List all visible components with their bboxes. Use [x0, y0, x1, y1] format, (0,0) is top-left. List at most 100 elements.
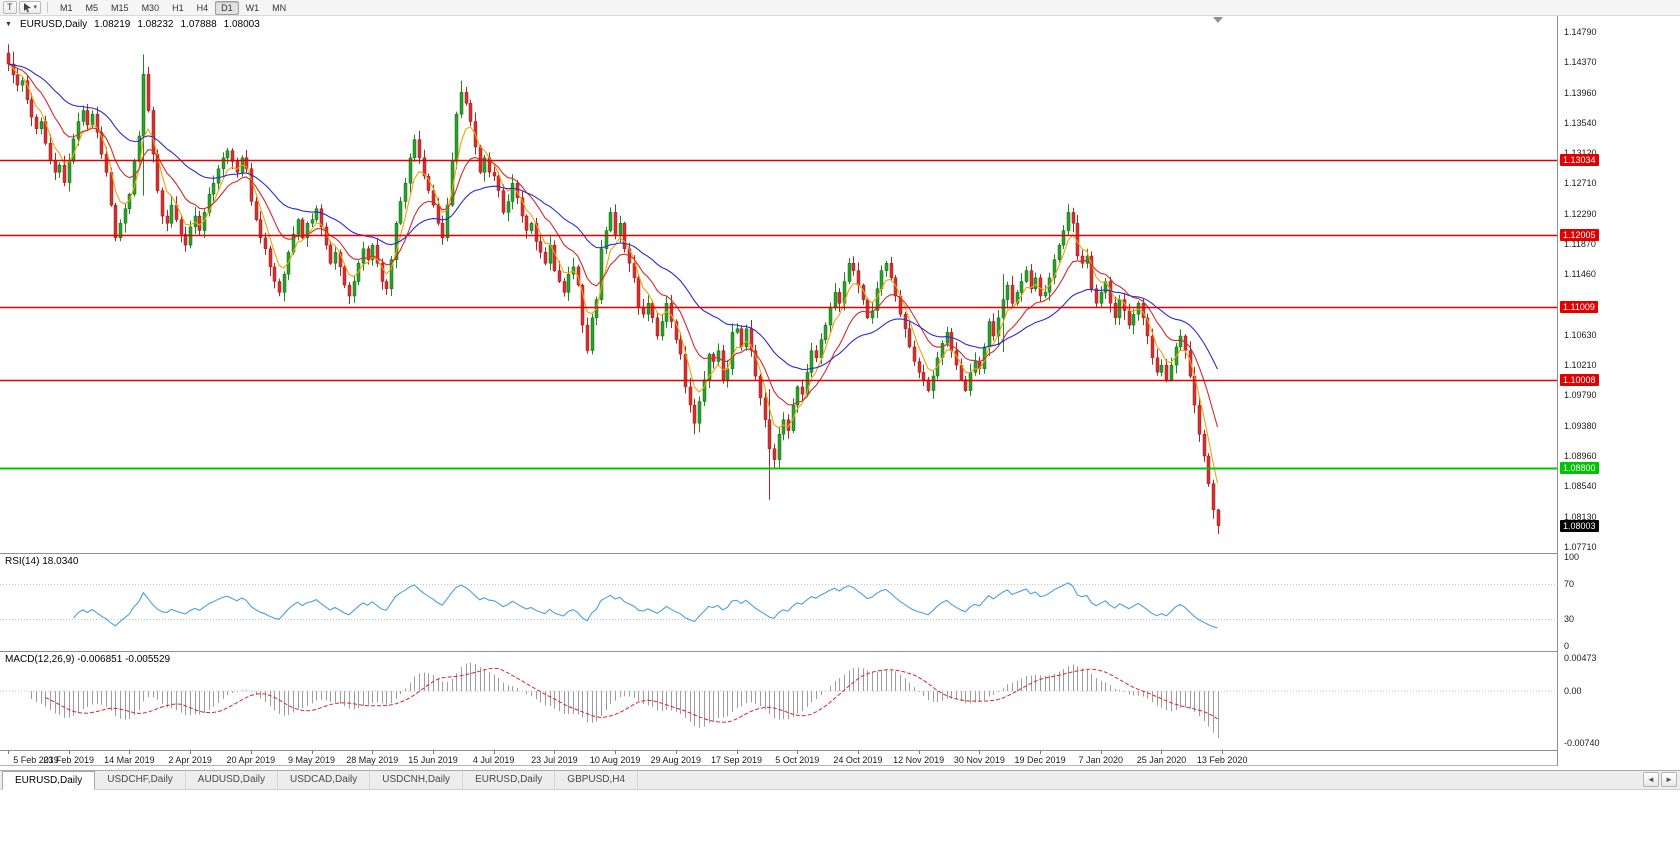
- macd-signal-line: [45, 667, 1218, 723]
- rsi-axis-label: 100: [1564, 552, 1580, 562]
- date-tick: [675, 751, 677, 754]
- hline-price-tag: 1.12005: [1560, 228, 1599, 241]
- timeframe-button-w1[interactable]: W1: [245, 2, 260, 13]
- macd-histogram: [31, 662, 1219, 738]
- timeframe-button-h1[interactable]: H1: [172, 2, 184, 13]
- rsi-title: RSI(14) 18.0340: [5, 556, 79, 567]
- rsi-axis-label: 30: [1564, 614, 1575, 625]
- price-axis-label: 1.13120: [1564, 148, 1597, 158]
- price-axis-label: 1.07710: [1564, 541, 1597, 552]
- timeframe-button-m1[interactable]: M1: [60, 2, 73, 13]
- bid-price-tag: 1.08003: [1560, 519, 1599, 532]
- pane-separator-rsi[interactable]: [0, 553, 1680, 554]
- date-label: 7 Jan 2020: [1078, 755, 1124, 765]
- date-axis[interactable]: 5 Feb 2019 23 Feb 2019 14 Mar 2019 2 Apr 20…: [0, 751, 1557, 766]
- date-tick: [615, 751, 617, 754]
- date-label: 19 Dec 2019: [1014, 755, 1066, 765]
- price-axis-label: 1.11460: [1564, 269, 1596, 280]
- timeframe-button-m5[interactable]: M5: [85, 2, 99, 13]
- date-tick: [190, 751, 192, 754]
- hline-price-tag: 1.11009: [1560, 300, 1598, 313]
- ohlc-close: 1.08003: [223, 19, 260, 30]
- date-tick: [797, 751, 799, 754]
- ma-34-line: [7, 63, 1218, 371]
- rsi-canvas[interactable]: [0, 554, 1557, 650]
- date-label: 12 Nov 2019: [893, 755, 945, 765]
- date-label: 30 Nov 2019: [953, 755, 1005, 765]
- timeframe-button-d1[interactable]: D1: [215, 0, 239, 15]
- date-label: 17 Sep 2019: [710, 755, 763, 765]
- price-axis-label: 1.12710: [1564, 178, 1597, 189]
- tab-1-usdchf-daily[interactable]: USDCHF,Daily: [95, 771, 186, 790]
- rsi-axis-label: 70: [1564, 578, 1575, 589]
- ohlc-low: 1.07888: [180, 19, 217, 30]
- price-axis-label: 1.10210: [1564, 360, 1597, 371]
- date-tick: [8, 751, 9, 754]
- tab-3-usdcad-daily[interactable]: USDCAD,Daily: [278, 771, 371, 790]
- cursor-tool-icon: [23, 3, 31, 13]
- macd-title: MACD(12,26,9) -0.006851 -0.005529: [5, 654, 171, 665]
- chart-shift-marker: [1213, 17, 1223, 23]
- price-axis-label: 1.10630: [1564, 329, 1597, 340]
- price-axis-label: 1.09380: [1564, 420, 1597, 431]
- date-label: 25 Jan 2020: [1136, 755, 1187, 765]
- ohlc-open: 1.08219: [94, 19, 131, 30]
- chart-symbol-header: ▼ EURUSD,Daily 1.08219 1.08232 1.07888 1…: [5, 19, 260, 30]
- timeframe-button-m15[interactable]: M15: [111, 2, 129, 13]
- down-candle-wicks: [8, 44, 1219, 534]
- tab-2-audusd-daily[interactable]: AUDUSD,Daily: [186, 771, 279, 790]
- date-tick: [493, 751, 495, 754]
- hline-price-tag: 1.13034: [1560, 153, 1599, 166]
- price-axis-label: 1.13540: [1564, 117, 1597, 128]
- date-label: 29 Aug 2019: [650, 755, 702, 765]
- dropdown-arrow-icon: ▾: [33, 4, 38, 11]
- tab-6-gbpusd-h4[interactable]: GBPUSD,H4: [555, 771, 639, 790]
- date-tick: [372, 751, 374, 754]
- timeframe-button-mn[interactable]: MN: [272, 2, 287, 13]
- expand-triangle-icon[interactable]: ▼: [5, 21, 12, 28]
- tab-scroll-left-button[interactable]: ◄: [1643, 772, 1659, 787]
- date-tick: [554, 751, 556, 754]
- chart-window: ▼ EURUSD,Daily 1.08219 1.08232 1.07888 1…: [0, 16, 1680, 766]
- cursor-tool-button[interactable]: ▾: [18, 1, 42, 14]
- timeframe-button-h4[interactable]: H4: [196, 2, 209, 13]
- date-tick: [736, 751, 738, 754]
- date-tick: [1040, 751, 1042, 754]
- date-label: 24 Oct 2019: [833, 755, 883, 765]
- text-tool-button[interactable]: T: [3, 1, 17, 14]
- date-tick: [68, 751, 70, 754]
- date-tick: [1222, 751, 1224, 754]
- tab-bar: EURUSD,Daily USDCHF,Daily AUDUSD,Daily USDC…: [0, 770, 1680, 790]
- tab-5-eurusd-daily[interactable]: EURUSD,Daily: [463, 771, 556, 790]
- symbol-label: EURUSD,Daily: [19, 19, 88, 30]
- date-tick: [918, 751, 920, 754]
- macd-canvas[interactable]: [0, 652, 1557, 749]
- date-label: 9 May 2019: [288, 755, 336, 765]
- date-tick: [857, 751, 859, 754]
- rsi-line: [72, 582, 1218, 629]
- tab-0-eurusd-daily[interactable]: EURUSD,Daily: [2, 771, 96, 790]
- date-label: 15 Jun 2019: [408, 755, 458, 765]
- date-label: 5 Oct 2019: [775, 755, 820, 765]
- timeframe-group: M1 M5 M15 M30 H1 H4 D1 W1 MN: [54, 0, 292, 15]
- date-label: 13 Feb 2020: [1196, 755, 1248, 765]
- price-axis-label: 1.09790: [1564, 390, 1597, 401]
- macd-axis-label: 0.00473: [1564, 653, 1597, 663]
- tab-4-usdcnh-daily[interactable]: USDCNH,Daily: [370, 771, 464, 790]
- price-axis-label: 1.12290: [1564, 208, 1597, 219]
- price-axis-label: 1.08540: [1564, 481, 1597, 492]
- tabs-container: EURUSD,Daily USDCHF,Daily AUDUSD,Daily USDC…: [0, 771, 1680, 790]
- pane-separator-macd[interactable]: [0, 651, 1680, 652]
- date-label: 23 Jul 2019: [531, 755, 578, 765]
- tab-scroll-right-button[interactable]: ►: [1661, 772, 1677, 787]
- price-axis-label: 1.14370: [1564, 57, 1597, 68]
- price-axis[interactable]: 1.14790 1.14370 1.13960 1.13540 1.13120 1.127…: [1557, 16, 1680, 766]
- date-tick: [129, 751, 131, 754]
- date-label: 23 Feb 2019: [43, 755, 94, 765]
- date-tick: [311, 751, 313, 754]
- main-chart-canvas[interactable]: [0, 16, 1557, 553]
- price-axis-label: 1.14790: [1564, 27, 1597, 37]
- date-tick: [432, 751, 434, 754]
- timeframe-button-m30[interactable]: M30: [141, 2, 160, 13]
- rsi-axis-label: 0: [1564, 641, 1570, 651]
